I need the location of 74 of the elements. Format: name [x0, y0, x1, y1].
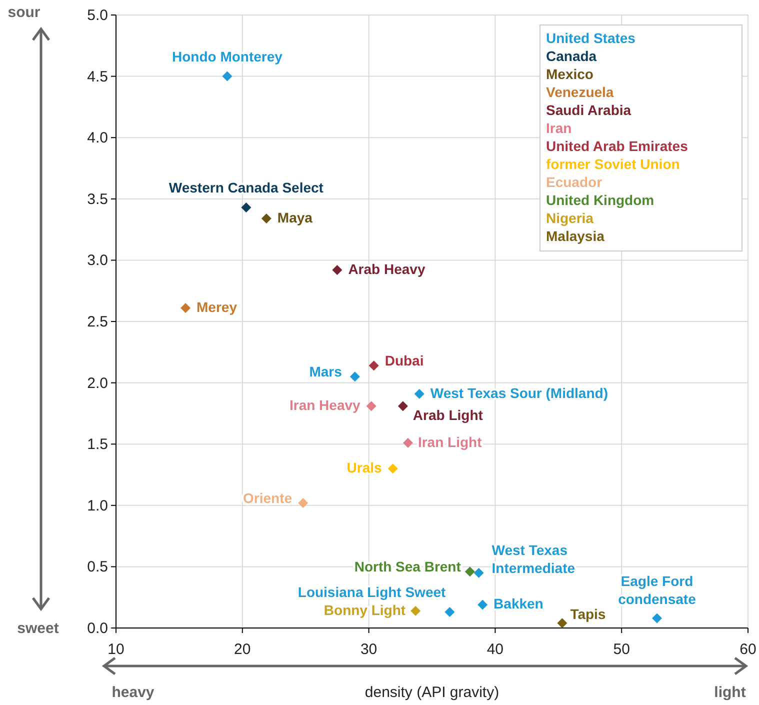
annotation: Bonny Light — [324, 602, 406, 618]
text: United Kingdom — [546, 192, 654, 208]
annotation: Mars — [309, 364, 342, 380]
text: Venezuela — [546, 84, 614, 100]
annotation: Merey — [196, 299, 238, 316]
point — [478, 600, 488, 610]
text: heavy — [112, 684, 155, 701]
point — [366, 401, 376, 412]
text: Nigeria — [546, 210, 594, 226]
x-tick-label: 20 — [234, 641, 251, 658]
point — [414, 388, 424, 399]
y-tick-label: 1.0 — [87, 497, 108, 514]
y-tick-label: 0.0 — [87, 620, 108, 637]
point — [368, 360, 379, 371]
text: United States — [546, 30, 636, 46]
annotation: Urals — [346, 460, 382, 476]
point — [444, 607, 455, 618]
annotation: Iran Heavy — [290, 397, 361, 414]
annotation: Western Canada Select — [168, 179, 324, 196]
x-tick-label: 30 — [360, 641, 378, 658]
point — [332, 265, 342, 276]
text: Saudi Arabia — [546, 102, 632, 118]
annotation: West Texas Sour (Midland) — [430, 384, 608, 401]
y-tick-label: 4.0 — [87, 130, 108, 147]
annotation: Maya — [277, 210, 313, 226]
annotation: Dubai — [384, 352, 424, 369]
y-tick-label: 3.5 — [87, 190, 108, 208]
text: Ecuador — [546, 174, 603, 190]
point — [474, 568, 484, 578]
point — [652, 613, 662, 624]
text: light — [714, 684, 746, 701]
point — [180, 303, 191, 314]
y-tick-label: 2.0 — [87, 374, 108, 392]
annotation: Iran Light — [418, 434, 482, 450]
annotation: Tapis — [570, 606, 606, 622]
annotation: Arab Heavy — [348, 261, 426, 278]
text: Mexico — [546, 66, 594, 82]
annotation: Hondo Monterey — [172, 48, 283, 64]
point — [557, 618, 568, 628]
text: Iran — [546, 120, 572, 136]
text: sweet — [17, 620, 59, 637]
point — [410, 606, 421, 616]
x-tick-label: 50 — [613, 641, 630, 658]
x-tick-label: 40 — [486, 641, 504, 658]
point — [298, 498, 308, 508]
x-tick-label: 60 — [740, 641, 756, 658]
point — [402, 438, 413, 448]
y-tick-label: 3.0 — [87, 252, 108, 270]
text: Malaysia — [546, 228, 605, 244]
point — [350, 372, 360, 382]
point — [241, 202, 252, 212]
point — [222, 71, 232, 82]
annotation: Arab Light — [412, 407, 484, 424]
text: United Arab Emirates — [546, 138, 688, 154]
y-tick-label: 2.5 — [87, 314, 108, 330]
annotation: North Sea Brent — [354, 558, 462, 575]
annotation: West Texas Intermediate — [492, 542, 576, 576]
x-axis-title: density (API gravity) — [364, 684, 500, 701]
point — [261, 214, 272, 224]
annotation: Eagle Ford condensate — [618, 573, 696, 608]
text: Canada — [546, 48, 597, 64]
text: sour — [8, 4, 40, 21]
point — [464, 566, 475, 577]
text: former Soviet Union — [546, 156, 680, 172]
x-tick-label: 10 — [108, 641, 124, 658]
point — [388, 464, 398, 474]
annotation: Oriente — [243, 490, 292, 506]
annotation: Bakken — [494, 596, 544, 612]
y-tick-label: 4.5 — [87, 68, 108, 86]
y-tick-label: 0.5 — [87, 558, 108, 576]
point — [398, 401, 408, 412]
annotation: Louisiana Light Sweet — [298, 584, 446, 600]
y-tick-label: 1.5 — [87, 436, 108, 454]
y-tick-label: 5.0 — [87, 7, 108, 24]
